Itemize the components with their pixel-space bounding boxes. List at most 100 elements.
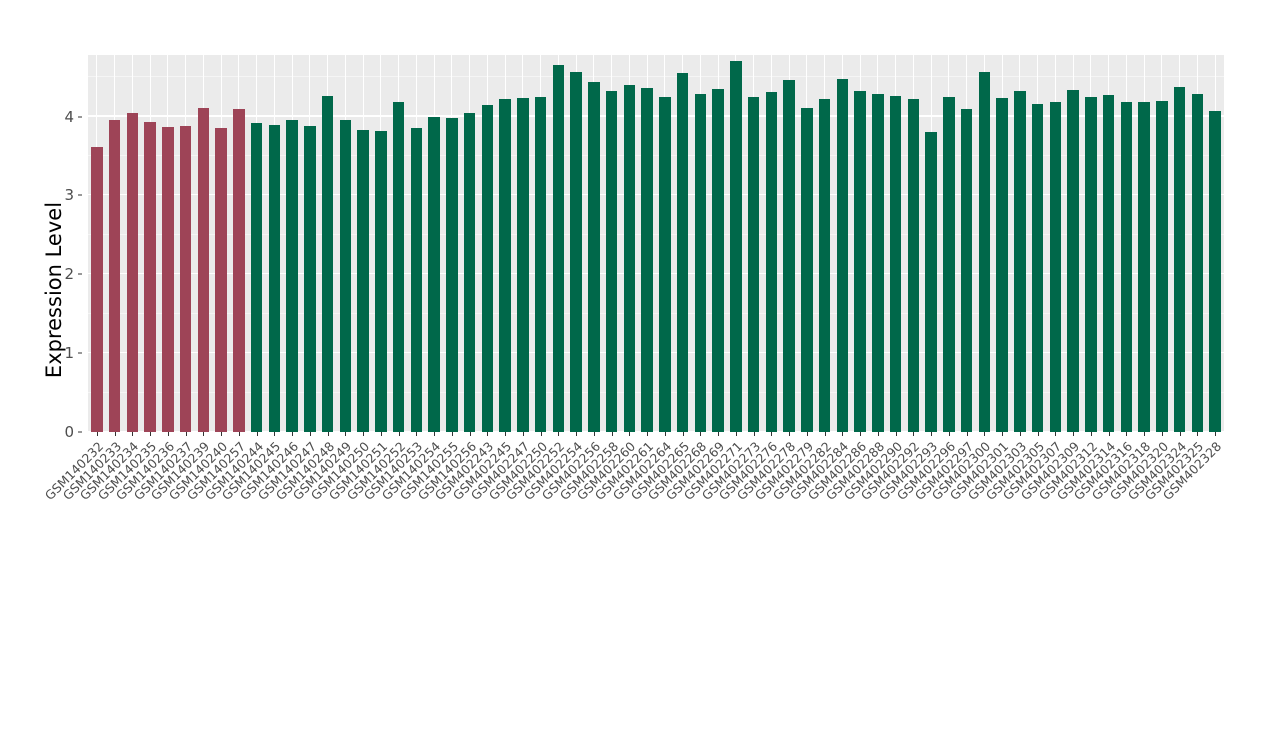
x-tick-mark: [966, 432, 968, 436]
bar: [1085, 96, 1097, 432]
gridline-major: [88, 272, 1224, 275]
bar: [623, 84, 636, 432]
x-tick-mark: [114, 432, 116, 436]
x-tick-mark: [931, 432, 933, 436]
bar: [446, 118, 458, 432]
x-tick-mark: [1090, 432, 1092, 436]
bar: [996, 98, 1008, 432]
x-tick-mark: [416, 432, 418, 436]
x-tick-mark: [274, 432, 276, 436]
x-tick-mark: [363, 432, 365, 436]
x-tick-mark: [753, 432, 755, 436]
bar: [641, 88, 653, 432]
bar: [801, 107, 813, 432]
x-tick-mark: [132, 432, 134, 436]
y-tick-mark: [78, 431, 82, 433]
bar: [960, 108, 973, 432]
y-tick-mark: [78, 194, 82, 196]
bar: [357, 129, 369, 432]
bar: [499, 99, 511, 432]
x-tick-mark: [327, 432, 329, 436]
bar: [1049, 102, 1062, 432]
bar: [1209, 111, 1221, 432]
x-tick-mark: [1073, 432, 1075, 436]
x-tick-mark: [984, 432, 986, 436]
bar: [854, 90, 866, 432]
y-tick-label: 0: [64, 423, 74, 441]
x-tick-mark: [771, 432, 773, 436]
bar: [694, 93, 707, 432]
bar: [215, 128, 227, 432]
bar: [286, 120, 298, 432]
x-tick-mark: [1126, 432, 1128, 436]
y-axis: 0 1 2 3 4: [46, 55, 82, 441]
gridline-minor: [88, 154, 1224, 156]
x-tick-mark: [682, 432, 684, 436]
x-tick-mark: [877, 432, 879, 436]
bar: [179, 125, 192, 432]
bar: [712, 88, 724, 432]
bar: [428, 116, 440, 432]
plot-panel: [88, 55, 1224, 432]
x-tick-mark: [256, 432, 258, 436]
x-tick-mark: [185, 432, 187, 436]
bar: [517, 97, 529, 432]
bar: [91, 146, 103, 432]
x-tick-mark: [718, 432, 720, 436]
bar: [126, 113, 139, 432]
bar: [588, 81, 600, 432]
x-tick-mark: [238, 432, 240, 436]
bar: [268, 125, 281, 432]
bar-series: [88, 55, 1224, 432]
bar: [818, 99, 831, 432]
gridline-major: [88, 351, 1224, 354]
x-tick-mark: [434, 432, 436, 436]
bar: [1138, 101, 1150, 432]
bar: [162, 126, 174, 432]
bar: [108, 119, 121, 432]
x-tick-mark: [1144, 432, 1146, 436]
x-tick-mark: [735, 432, 737, 436]
x-tick-mark: [593, 432, 595, 436]
bar: [321, 96, 334, 432]
bar: [197, 107, 210, 432]
x-tick-mark: [345, 432, 347, 436]
x-tick-mark: [1055, 432, 1057, 436]
bar: [730, 60, 742, 432]
gridline-major: [88, 430, 1224, 432]
y-tick-mark: [78, 116, 82, 118]
bar: [339, 120, 352, 432]
x-tick-mark: [469, 432, 471, 436]
bar: [978, 71, 991, 432]
x-tick-mark: [1108, 432, 1110, 436]
bar: [233, 109, 245, 432]
x-tick-mark: [806, 432, 808, 436]
x-tick-mark: [203, 432, 205, 436]
bar: [1067, 89, 1079, 432]
x-tick-mark: [1161, 432, 1163, 436]
x-tick-mark: [1002, 432, 1004, 436]
gridline-minor: [88, 233, 1224, 235]
gridline-minor: [88, 391, 1224, 393]
x-tick-mark: [451, 432, 453, 436]
x-tick-mark: [647, 432, 649, 436]
bar: [659, 96, 671, 432]
bar: [783, 80, 795, 432]
x-tick-mark: [948, 432, 950, 436]
bar: [1102, 95, 1115, 432]
gridline-major: [88, 194, 1224, 196]
x-tick-mark: [824, 432, 826, 436]
bar: [410, 127, 423, 432]
bar: [534, 96, 547, 432]
bar: [943, 96, 955, 432]
x-tick-mark: [1037, 432, 1039, 436]
y-tick-label: 4: [64, 107, 74, 126]
bar: [250, 122, 263, 432]
bar: [676, 73, 689, 432]
x-tick-mark: [895, 432, 897, 436]
x-tick-mark: [842, 432, 844, 436]
x-tick-mark: [789, 432, 791, 436]
x-tick-mark: [221, 432, 223, 436]
bar: [1031, 103, 1044, 432]
